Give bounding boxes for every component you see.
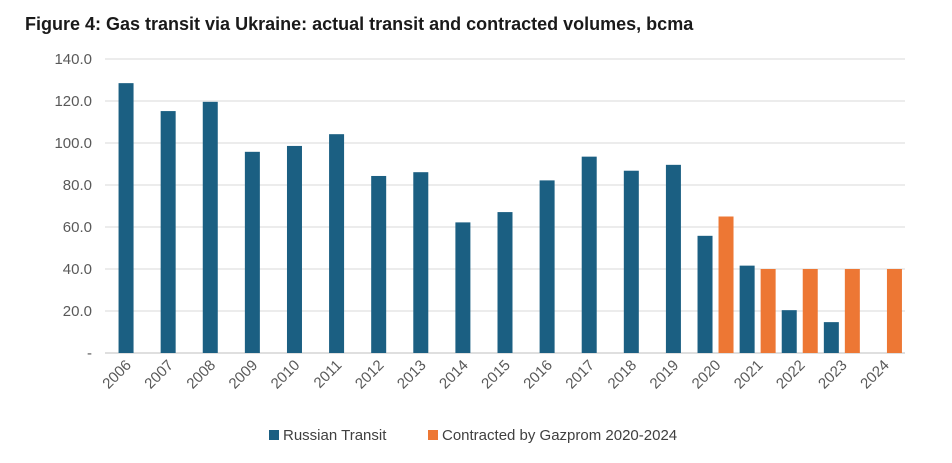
y-tick-label: 80.0: [63, 177, 92, 194]
bar-russian-transit-2008: [202, 101, 218, 353]
bar-russian-transit-2009: [244, 151, 260, 353]
bar-russian-transit-2011: [329, 134, 345, 353]
bar-contracted-2021: [760, 269, 776, 353]
bar-russian-transit-2021: [739, 265, 755, 353]
y-tick-label: 40.0: [63, 261, 92, 278]
bar-russian-transit-2018: [623, 170, 639, 353]
bar-russian-transit-2023: [823, 322, 839, 353]
y-tick-label: 100.0: [54, 135, 92, 152]
bar-russian-transit-2020: [697, 235, 713, 353]
bar-russian-transit-2014: [455, 222, 471, 353]
bar-russian-transit-2007: [160, 111, 176, 353]
legend: Russian Transit Contracted by Gazprom 202…: [269, 427, 677, 444]
bar-russian-transit-2022: [781, 310, 797, 353]
x-tick-label: 2015: [478, 357, 514, 393]
y-tick-label: 60.0: [63, 219, 92, 236]
x-tick-label: 2008: [183, 357, 219, 393]
x-tick-label: 2020: [689, 357, 725, 393]
x-tick-label: 2017: [562, 357, 598, 393]
bar-contracted-2023: [844, 269, 860, 353]
legend-label-1: Contracted by Gazprom 2020-2024: [442, 427, 677, 444]
x-tick-label: 2024: [857, 357, 893, 393]
y-tick-label: -: [87, 345, 92, 362]
bar-contracted-2022: [802, 269, 818, 353]
y-tick-label: 140.0: [54, 51, 92, 68]
x-tick-label: 2016: [520, 357, 556, 393]
x-tick-label: 2019: [647, 357, 683, 393]
x-tick-label: 2007: [141, 357, 177, 393]
bars: [118, 83, 902, 354]
x-tick-label: 2018: [605, 357, 641, 393]
bar-russian-transit-2017: [581, 156, 597, 353]
x-tick-label: 2006: [99, 357, 135, 393]
bar-russian-transit-2016: [539, 180, 555, 353]
x-tick-label: 2021: [731, 357, 767, 393]
x-tick-label: 2009: [226, 357, 262, 393]
legend-swatch-0: [269, 430, 279, 440]
y-axis: - 20.0 40.0 60.0 80.0 100.0 120.0 140.0: [54, 51, 92, 362]
bar-contracted-2020: [718, 216, 734, 353]
legend-swatch-1: [428, 430, 438, 440]
bar-russian-transit-2012: [371, 175, 387, 353]
bar-russian-transit-2006: [118, 83, 134, 354]
bar-russian-transit-2013: [413, 172, 429, 353]
bar-russian-transit-2015: [497, 212, 513, 353]
x-tick-label: 2012: [352, 357, 388, 393]
x-tick-label: 2014: [436, 357, 472, 393]
x-tick-label: 2023: [815, 357, 851, 393]
chart-title: Figure 4: Gas transit via Ukraine: actua…: [25, 14, 694, 34]
x-tick-label: 2011: [311, 357, 346, 392]
x-tick-label: 2010: [268, 357, 304, 393]
x-tick-label: 2022: [773, 357, 809, 393]
bar-russian-transit-2010: [286, 145, 302, 353]
x-axis: 2006 2007 2008 2009 2010 2011 2012 2013 2014 2015…: [99, 357, 893, 393]
legend-label-0: Russian Transit: [283, 427, 387, 444]
bar-contracted-2024: [886, 269, 902, 353]
x-tick-label: 2013: [394, 357, 430, 393]
y-tick-label: 20.0: [63, 303, 92, 320]
bar-russian-transit-2019: [665, 164, 681, 353]
y-tick-label: 120.0: [54, 93, 92, 110]
